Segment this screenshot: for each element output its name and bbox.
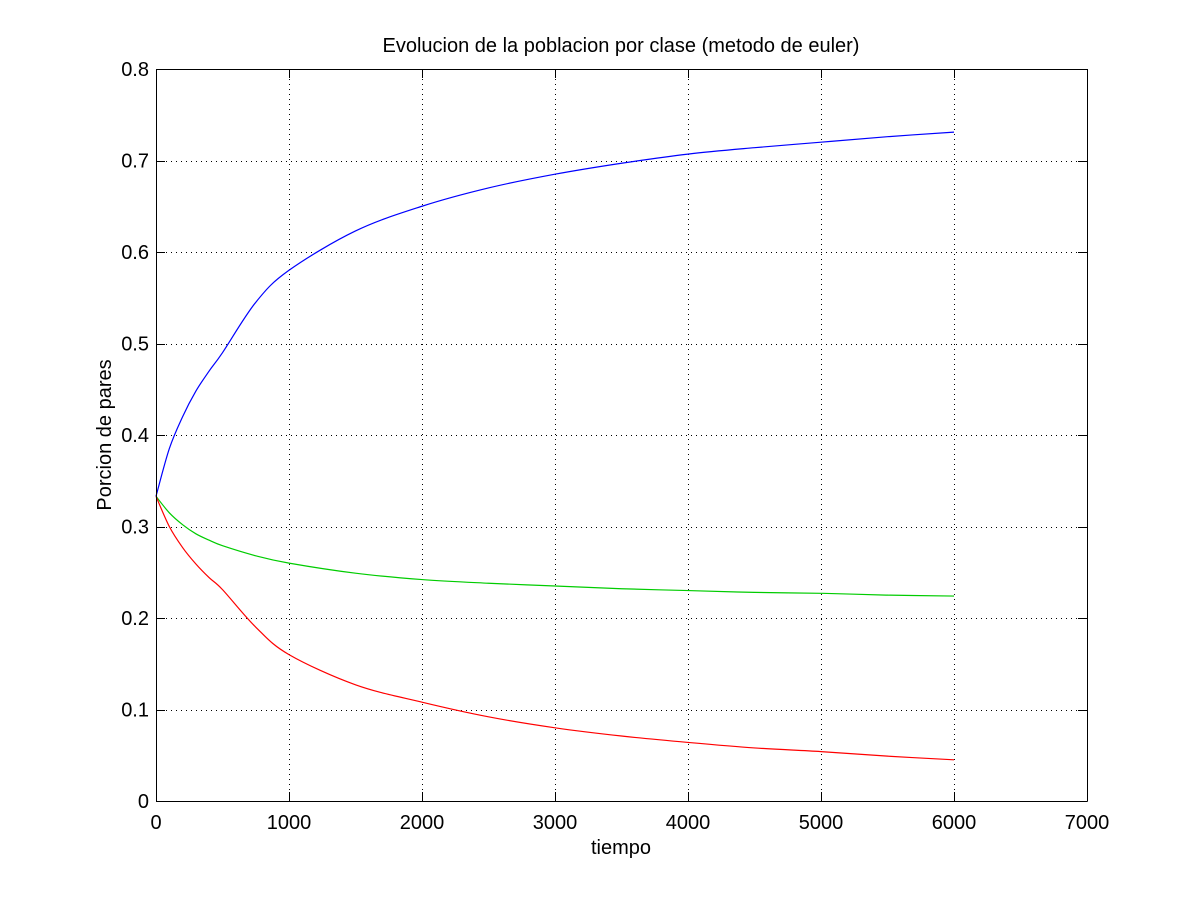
- series-line-blue: [155, 131, 955, 497]
- x-tick-label: 5000: [799, 812, 844, 834]
- x-tick-label: 2000: [400, 812, 445, 834]
- y-tick-label: 0.5: [121, 334, 149, 356]
- y-tick-label: 0.4: [121, 425, 149, 447]
- x-tick-label: 1000: [267, 812, 312, 834]
- grid-lines: [156, 69, 1087, 801]
- y-tick-label: 0.8: [121, 59, 149, 81]
- series-line-green: [155, 495, 955, 597]
- y-axis-label: Porcion de pares: [94, 359, 116, 510]
- chart-title: Evolucion de la poblacion por clase (met…: [383, 35, 860, 57]
- y-tick-label: 0: [138, 791, 149, 813]
- x-tick-label: 7000: [1065, 812, 1110, 834]
- y-tick-label: 0.6: [121, 242, 149, 264]
- y-tick-label: 0.2: [121, 608, 149, 630]
- x-tick-label: 0: [150, 812, 161, 834]
- y-tick-label: 0.1: [121, 700, 149, 722]
- x-tick-label: 4000: [666, 812, 711, 834]
- y-tick-label: 0.7: [121, 151, 149, 173]
- data-series: [155, 131, 955, 761]
- x-axis-label: tiempo: [591, 837, 651, 859]
- y-tick-label: 0.3: [121, 517, 149, 539]
- x-tick-labels: 0 1000 2000 3000 4000 5000 6000 7000: [150, 812, 1109, 834]
- tick-marks: [156, 69, 1088, 802]
- x-tick-label: 3000: [533, 812, 578, 834]
- x-tick-label: 6000: [932, 812, 977, 834]
- y-tick-labels: 0 0.1 0.2 0.3 0.4 0.5 0.6 0.7 0.8: [121, 59, 149, 813]
- series-line-red: [155, 496, 955, 761]
